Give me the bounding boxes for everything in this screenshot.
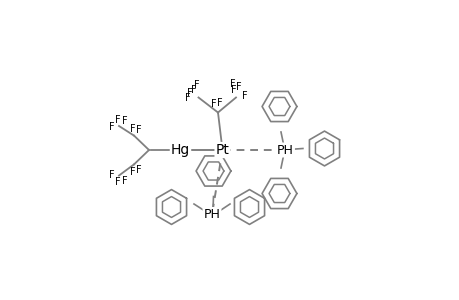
Text: F: F <box>121 176 127 186</box>
Text: PH: PH <box>203 208 220 221</box>
Text: Hg: Hg <box>170 143 190 157</box>
Text: F: F <box>129 167 135 177</box>
Text: PH: PH <box>276 143 293 157</box>
Text: F: F <box>193 80 199 90</box>
Text: F: F <box>129 124 135 134</box>
Text: F: F <box>136 124 142 135</box>
Text: F: F <box>108 170 114 181</box>
Text: F: F <box>186 88 192 98</box>
Text: F: F <box>121 116 127 127</box>
Text: F: F <box>210 99 216 109</box>
Text: F: F <box>108 122 114 132</box>
Text: F: F <box>230 79 235 89</box>
Text: F: F <box>185 93 190 103</box>
Text: F: F <box>241 91 246 101</box>
Text: F: F <box>115 115 121 125</box>
Text: F: F <box>230 85 236 95</box>
Text: Pt: Pt <box>215 143 229 157</box>
Text: F: F <box>235 82 241 92</box>
Text: F: F <box>217 98 223 108</box>
Text: F: F <box>136 165 142 176</box>
Text: F: F <box>191 85 196 95</box>
Text: F: F <box>115 177 121 188</box>
